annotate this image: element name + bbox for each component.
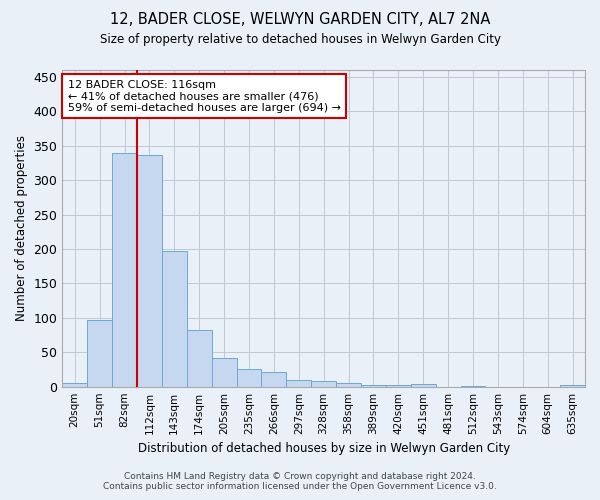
Text: 12, BADER CLOSE, WELWYN GARDEN CITY, AL7 2NA: 12, BADER CLOSE, WELWYN GARDEN CITY, AL7… [110, 12, 490, 28]
Bar [262, 372, 286, 386]
Bar [286, 380, 311, 386]
X-axis label: Distribution of detached houses by size in Welwyn Garden City: Distribution of detached houses by size … [137, 442, 510, 455]
Bar [137, 156, 162, 386]
Bar [311, 381, 336, 386]
Bar [162, 251, 187, 386]
Bar [212, 358, 236, 386]
Bar [361, 384, 386, 386]
Bar [336, 383, 361, 386]
Bar [411, 384, 436, 386]
Bar [236, 370, 262, 386]
Bar [112, 152, 137, 386]
Bar [187, 330, 212, 386]
Y-axis label: Number of detached properties: Number of detached properties [15, 136, 28, 322]
Text: Contains HM Land Registry data © Crown copyright and database right 2024.: Contains HM Land Registry data © Crown c… [124, 472, 476, 481]
Text: Size of property relative to detached houses in Welwyn Garden City: Size of property relative to detached ho… [100, 32, 500, 46]
Text: Contains public sector information licensed under the Open Government Licence v3: Contains public sector information licen… [103, 482, 497, 491]
Text: 12 BADER CLOSE: 116sqm
← 41% of detached houses are smaller (476)
59% of semi-de: 12 BADER CLOSE: 116sqm ← 41% of detached… [68, 80, 341, 112]
Bar [87, 320, 112, 386]
Bar [62, 383, 87, 386]
